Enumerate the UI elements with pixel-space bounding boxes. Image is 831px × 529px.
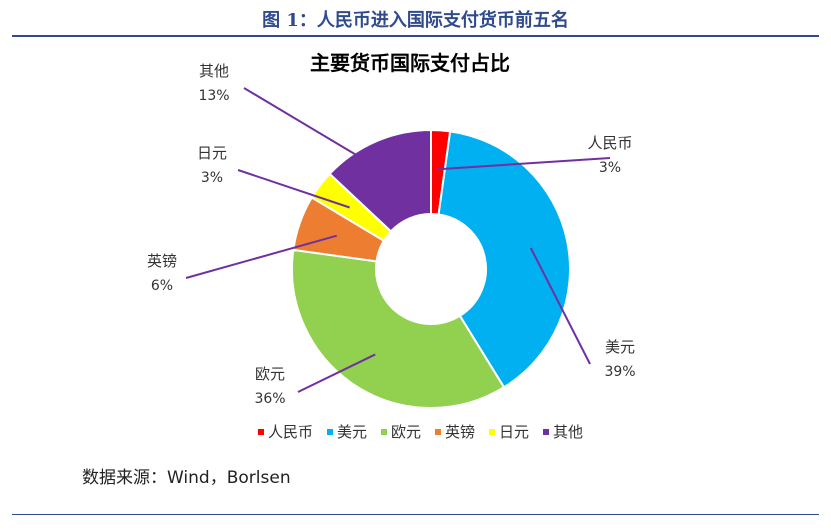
legend-swatch-日元 (489, 429, 495, 435)
slice-label-美元: 美元 (605, 338, 635, 356)
slice-labels-group: 人民币 3% 美元 39% 欧元 36% 英镑 6% 日元 3% 其他 13% (147, 62, 636, 407)
legend-label-英镑: 英镑 (445, 423, 475, 441)
leader-line-欧元 (297, 353, 376, 393)
leader-line-日元 (237, 169, 350, 209)
legend-swatch-英镑 (435, 429, 441, 435)
source-note: 数据来源：Wind，Borlsen (82, 468, 291, 488)
legend-label-其他: 其他 (553, 423, 583, 441)
slice-value-美元: 39% (604, 364, 635, 380)
leader-lines-group (185, 87, 611, 393)
slices-group (291, 128, 571, 409)
legend-swatch-美元 (327, 429, 333, 435)
chart-title: 主要货币国际支付占比 (310, 51, 510, 75)
slice-value-日元: 3% (201, 170, 223, 186)
leader-line-英镑 (185, 234, 337, 279)
slice-label-英镑: 英镑 (147, 252, 177, 270)
legend-swatch-其他 (543, 429, 549, 435)
legend-swatch-人民币 (258, 429, 264, 435)
legend-swatch-欧元 (381, 429, 387, 435)
bottom-rule (12, 514, 819, 515)
top-rule (12, 35, 819, 37)
slice-label-日元: 日元 (197, 144, 227, 162)
legend-label-人民币: 人民币 (268, 423, 313, 441)
slice-美元 (437, 130, 571, 389)
legend-label-日元: 日元 (499, 423, 529, 441)
slice-label-其他: 其他 (199, 62, 229, 80)
slice-value-英镑: 6% (151, 278, 173, 294)
slice-value-欧元: 36% (254, 391, 285, 407)
figure-title: 图 1：人民币进入国际支付货币前五名 (262, 10, 569, 31)
legend-label-欧元: 欧元 (391, 423, 421, 441)
slice-label-欧元: 欧元 (255, 365, 285, 383)
slice-value-人民币: 3% (599, 160, 621, 176)
legend-label-美元: 美元 (337, 423, 367, 441)
leader-line-人民币 (437, 157, 611, 171)
leader-line-其他 (243, 87, 392, 177)
slice-value-其他: 13% (198, 88, 229, 104)
leader-line-美元 (529, 247, 591, 365)
legend: 人民币 美元 欧元 英镑 日元 其他 (258, 423, 583, 441)
slice-label-人民币: 人民币 (587, 134, 632, 152)
